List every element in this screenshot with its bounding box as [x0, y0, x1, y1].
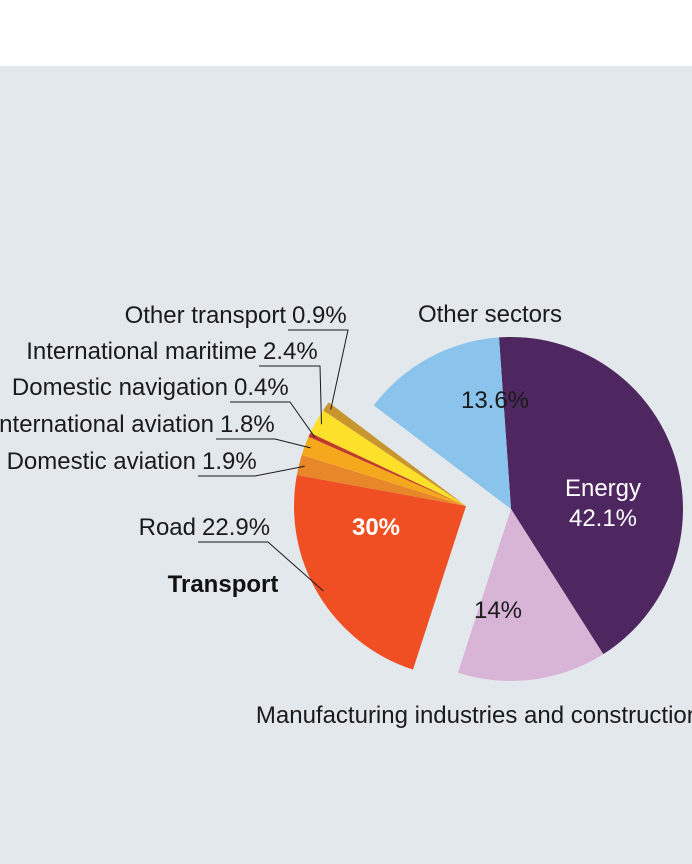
pie-slice-domestic-navigation: [308, 432, 466, 506]
manufacturing-label: Manufacturing industries and constructio…: [256, 702, 692, 729]
callout-label-domestic-navigation: Domestic navigation: [12, 374, 228, 401]
leader-line-domestic-aviation: [198, 465, 305, 477]
energy-value-label: 42.1%: [569, 505, 637, 532]
callout-value-other-transport: 0.9%: [292, 302, 347, 329]
callout-label-domestic-aviation: Domestic aviation: [7, 448, 196, 475]
callout-label-other-transport: Other transport: [125, 302, 287, 329]
pie-slice-other-transport: [323, 402, 466, 506]
manufacturing-value-label: 14%: [474, 597, 522, 624]
leader-line-international-aviation: [216, 438, 311, 449]
callout-value-domestic-navigation: 0.4%: [234, 374, 289, 401]
pie-slice-domestic-aviation: [296, 455, 466, 506]
pie-slice-manufacturing-industries-and-construction: [457, 509, 604, 682]
callout-label-international-aviation: International aviation: [0, 411, 214, 438]
pie-slice-international-maritime: [310, 410, 466, 506]
callout-value-road: 22.9%: [202, 514, 270, 541]
callout-label-international-maritime: International maritime: [26, 338, 257, 365]
callout-value-international-maritime: 2.4%: [263, 338, 318, 365]
leader-line-road: [198, 541, 324, 592]
energy-label: Energy: [565, 475, 641, 502]
pie-slice-energy: [499, 337, 683, 655]
pie-slice-other-sectors: [373, 337, 511, 509]
other-sectors-value-label: 13.6%: [461, 387, 529, 414]
pie-slice-international-aviation: [301, 436, 466, 506]
leader-line-international-maritime: [259, 365, 322, 425]
transport-total-label: 30%: [352, 514, 400, 541]
callout-value-domestic-aviation: 1.9%: [202, 448, 257, 475]
transport-group-label: Transport: [168, 571, 279, 598]
leader-line-other-transport: [288, 329, 349, 410]
callout-value-international-aviation: 1.8%: [220, 411, 275, 438]
pie-slice-road: [294, 474, 466, 670]
callout-label-road: Road: [139, 514, 196, 541]
other-sectors-label: Other sectors: [418, 301, 562, 328]
leader-line-domestic-navigation: [230, 401, 316, 438]
